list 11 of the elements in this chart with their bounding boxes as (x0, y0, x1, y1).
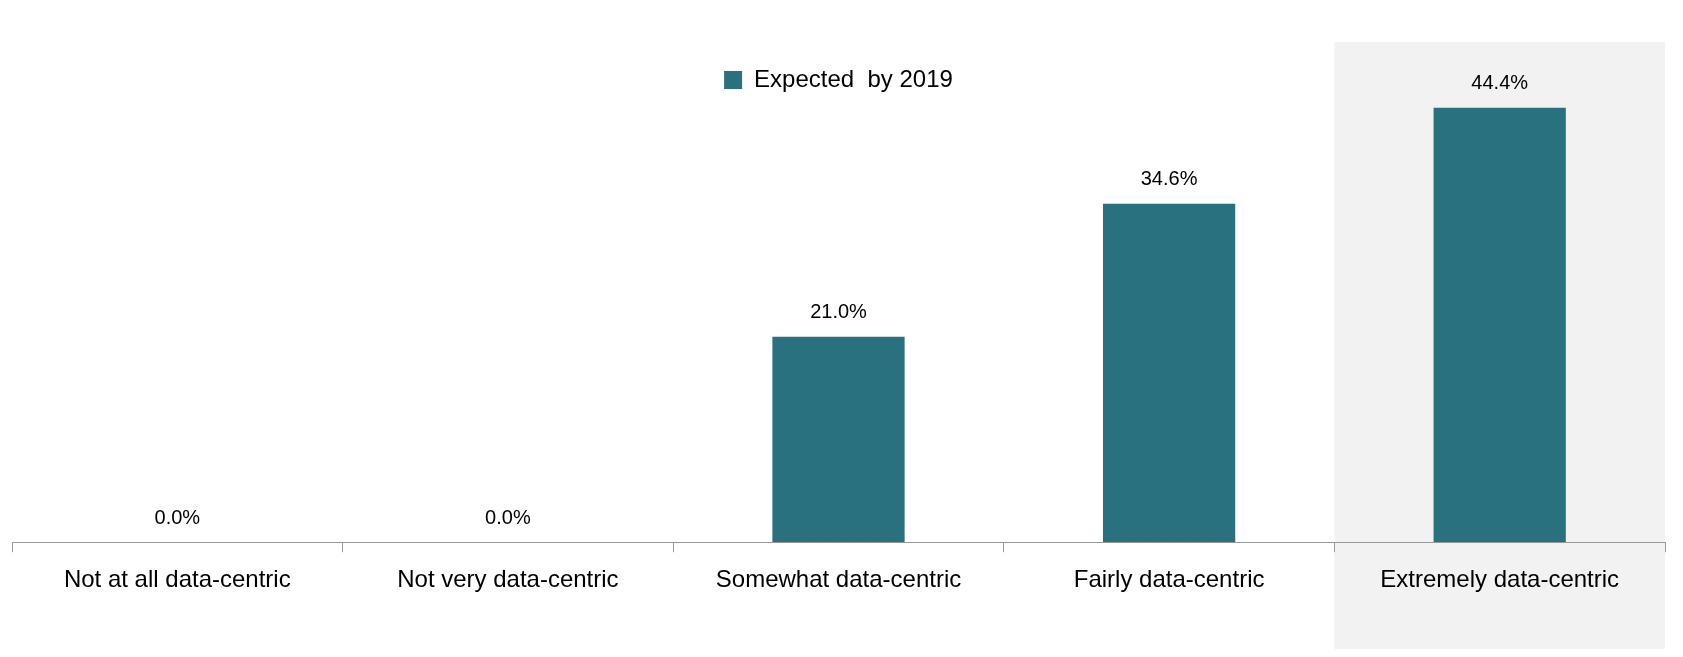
x-tick-label: Somewhat data-centric (715, 565, 962, 593)
data-label: 21.0% (810, 300, 868, 323)
data-label: 34.6% (1140, 167, 1198, 190)
x-tick-label: Not very data-centric (397, 565, 619, 593)
x-tick-label: Not at all data-centric (63, 565, 291, 593)
x-tick-label: Fairly data-centric (1073, 565, 1265, 593)
x-tick-label: Extremely data-centric (1380, 565, 1620, 593)
data-label: 0.0% (154, 505, 201, 528)
data-label: 0.0% (485, 505, 531, 528)
data-label: 44.4% (1471, 71, 1529, 94)
legend-label: Expected by 2019 (754, 64, 953, 92)
